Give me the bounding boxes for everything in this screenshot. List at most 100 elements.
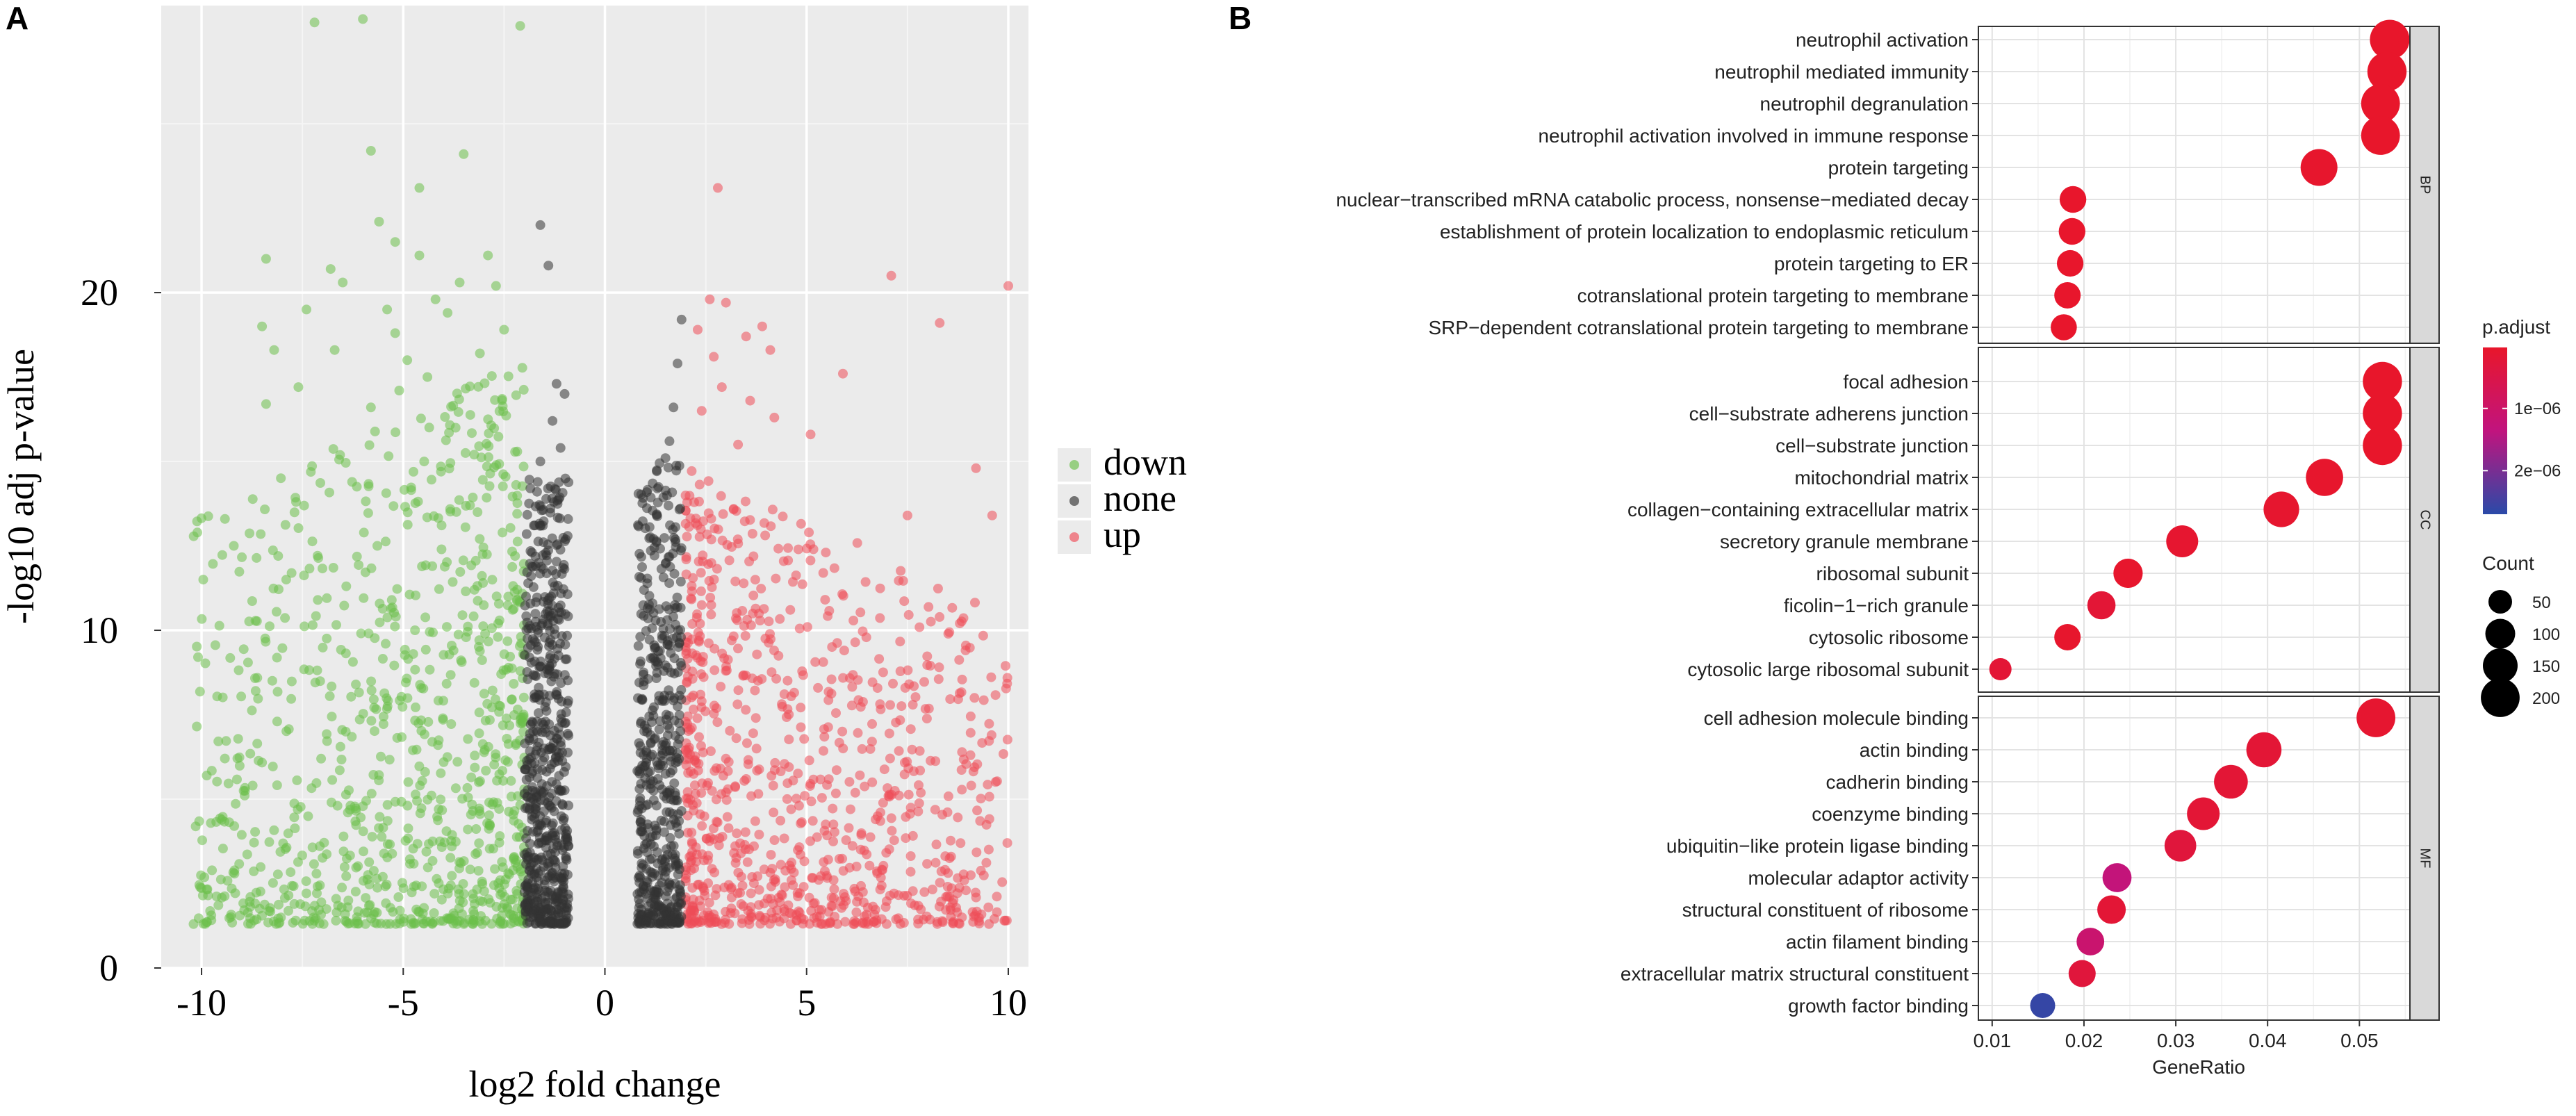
volcano-point-up [957, 674, 967, 684]
volcano-point-none [541, 766, 552, 777]
volcano-y-axis-label: -log10 adj p-value [0, 349, 42, 624]
volcano-point-none [533, 839, 543, 849]
volcano-point-up [971, 463, 981, 473]
volcano-point-down [411, 789, 420, 800]
volcano-point-none [632, 807, 643, 818]
volcano-point-down [339, 600, 350, 611]
volcano-point-up [921, 714, 932, 724]
dotplot-point [2068, 960, 2096, 987]
volcano-point-down [341, 581, 352, 591]
volcano-point-down [445, 853, 456, 863]
volcano-point-none [550, 831, 561, 841]
volcano-point-up [889, 888, 899, 898]
volcano-point-up [689, 780, 700, 791]
volcano-point-up [808, 544, 819, 555]
volcano-point-none [633, 641, 643, 651]
volcano-point-none [538, 520, 548, 531]
volcano-x-tick-label: 0 [596, 982, 614, 1024]
count-legend-label: 150 [2532, 657, 2560, 676]
volcano-point-down [322, 593, 332, 603]
volcano-point-up [823, 687, 834, 697]
dotplot-x-tick-label: 0.01 [1974, 1030, 2012, 1051]
volcano-point-down [385, 903, 395, 913]
volcano-point-up [757, 321, 767, 331]
volcano-point-down [497, 395, 507, 405]
dotplot-facet-panels [1978, 26, 2411, 1021]
volcano-point-down [448, 577, 458, 587]
volcano-point-down [435, 916, 445, 926]
volcano-point-down [479, 378, 490, 388]
volcano-point-down [409, 466, 418, 477]
volcano-point-up [970, 887, 981, 898]
volcano-point-none [547, 777, 557, 787]
volcano-point-down [247, 596, 257, 606]
volcano-point-down [477, 919, 487, 929]
volcano-point-down [510, 857, 520, 868]
volcano-point-up [840, 917, 851, 927]
volcano-point-down [467, 428, 477, 438]
count-legend-label: 200 [2532, 689, 2560, 708]
volcano-point-up [914, 746, 925, 756]
count-legend-label: 50 [2532, 593, 2551, 612]
volcano-point-up [867, 677, 878, 687]
volcano-point-down [364, 440, 375, 450]
volcano-point-down [472, 848, 482, 857]
volcano-point-up [697, 778, 707, 789]
volcano-point-down [370, 726, 379, 737]
volcano-point-up [887, 826, 897, 836]
volcano-point-down [237, 552, 247, 562]
volcano-point-up [828, 875, 839, 885]
volcano-point-up [806, 796, 817, 807]
volcano-point-none [669, 568, 680, 579]
volcano-point-down [200, 658, 211, 668]
volcano-point-down [302, 304, 311, 315]
volcano-point-down [388, 501, 399, 511]
volcano-point-up [914, 780, 924, 790]
volcano-point-up [812, 912, 822, 922]
volcano-point-down [469, 678, 479, 688]
volcano-point-up [748, 590, 759, 600]
volcano-point-down [272, 653, 282, 663]
volcano-point-up [858, 897, 869, 908]
volcano-point-up [825, 917, 835, 927]
volcano-point-down [471, 824, 482, 834]
volcano-point-down [236, 830, 247, 840]
volcano-point-up [680, 491, 691, 500]
volcano-point-none [645, 605, 655, 615]
volcano-point-down [410, 498, 420, 509]
dotplot-term-label: neutrophil degranulation [1760, 93, 1969, 115]
volcano-point-down [443, 914, 454, 924]
volcano-point-none [669, 653, 680, 664]
volcano-point-up [879, 764, 889, 775]
volcano-point-up [850, 637, 860, 648]
volcano-point-up [834, 737, 844, 748]
volcano-point-up [745, 395, 755, 406]
volcano-point-none [633, 693, 643, 703]
volcano-point-none [526, 657, 536, 668]
volcano-point-up [742, 738, 752, 748]
volcano-point-down [491, 591, 502, 602]
volcano-point-down [512, 446, 523, 457]
dotplot-point [2363, 361, 2402, 402]
dotplot-x-tick-label: 0.04 [2249, 1030, 2287, 1051]
volcano-point-up [709, 352, 719, 362]
volcano-point-none [644, 591, 655, 601]
volcano-legend-marker-up [1069, 532, 1079, 542]
volcano-point-down [329, 345, 340, 355]
dotplot-point [2214, 764, 2248, 799]
volcano-point-down [273, 551, 284, 561]
dotplot-point [2300, 149, 2338, 186]
dotplot-term-label: extracellular matrix structural constitu… [1621, 963, 1969, 985]
volcano-point-none [521, 529, 532, 539]
volcano-point-down [230, 888, 240, 898]
dotplot-term-label: mitochondrial matrix [1794, 467, 1969, 489]
volcano-point-down [474, 777, 484, 787]
volcano-point-down [247, 705, 257, 716]
volcano-point-up [720, 914, 730, 925]
volcano-point-up [717, 832, 728, 842]
volcano-point-up [819, 732, 830, 742]
volcano-point-down [290, 823, 300, 833]
volcano-point-none [544, 719, 555, 730]
volcano-point-down [354, 560, 364, 571]
volcano-point-none [536, 787, 547, 797]
